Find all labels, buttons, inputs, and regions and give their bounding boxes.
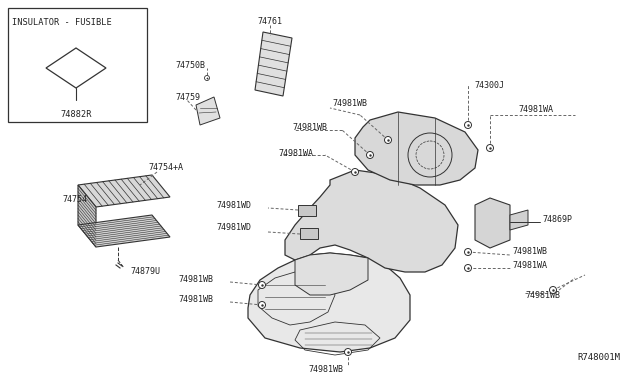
Text: 74879U: 74879U (130, 267, 160, 276)
Text: INSULATOR - FUSIBLE: INSULATOR - FUSIBLE (12, 18, 112, 27)
Polygon shape (355, 112, 478, 185)
Text: 74981WB: 74981WB (332, 99, 367, 108)
Text: 74981WB: 74981WB (178, 275, 213, 283)
Polygon shape (510, 210, 528, 230)
Text: 74981WA: 74981WA (518, 106, 553, 115)
Text: 74300J: 74300J (474, 80, 504, 90)
Circle shape (351, 169, 358, 176)
Polygon shape (285, 170, 458, 272)
Polygon shape (295, 253, 368, 295)
Text: 74981WA: 74981WA (278, 148, 313, 157)
Text: 74981WB: 74981WB (525, 291, 560, 299)
Circle shape (465, 122, 472, 128)
Text: R748001M: R748001M (577, 353, 620, 362)
Polygon shape (196, 97, 220, 125)
Text: 74750B: 74750B (175, 61, 205, 71)
Circle shape (205, 76, 209, 80)
Polygon shape (248, 253, 410, 352)
Text: 74981WD: 74981WD (216, 224, 251, 232)
Bar (8, 8, 147, 122)
Text: 74981WB: 74981WB (292, 124, 327, 132)
Circle shape (550, 286, 557, 294)
Circle shape (486, 144, 493, 151)
Polygon shape (78, 175, 170, 207)
Circle shape (259, 301, 266, 308)
Polygon shape (475, 198, 510, 248)
Text: 74882R: 74882R (60, 110, 92, 119)
Circle shape (465, 248, 472, 256)
Circle shape (259, 282, 266, 289)
Bar (298, 205, 316, 216)
Circle shape (367, 151, 374, 158)
Polygon shape (255, 32, 292, 96)
Text: 74759: 74759 (175, 93, 200, 103)
Circle shape (385, 137, 392, 144)
Bar (300, 228, 318, 239)
Text: 74981WB: 74981WB (512, 247, 547, 257)
Text: 74981WD: 74981WD (216, 201, 251, 209)
Text: 74754+A: 74754+A (148, 164, 183, 173)
Polygon shape (78, 215, 170, 247)
Circle shape (465, 264, 472, 272)
Text: 74981WB: 74981WB (178, 295, 213, 305)
Polygon shape (78, 185, 96, 247)
Text: 74981WA: 74981WA (512, 260, 547, 269)
Text: 74761: 74761 (257, 17, 282, 26)
Circle shape (344, 349, 351, 356)
Text: 74754: 74754 (62, 196, 87, 205)
Text: 74981WB: 74981WB (308, 365, 343, 372)
Text: 74869P: 74869P (542, 215, 572, 224)
